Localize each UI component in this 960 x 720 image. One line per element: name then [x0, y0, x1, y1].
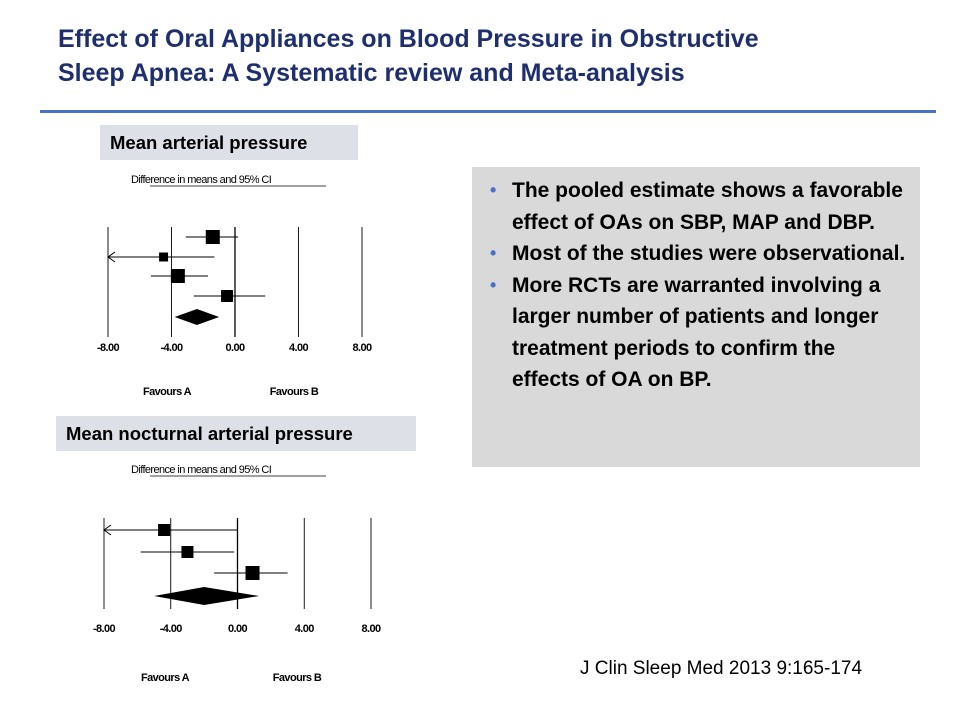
x-tick-label: 4.00 — [295, 623, 314, 635]
title-line-1: Effect of Oral Appliances on Blood Press… — [58, 25, 759, 53]
x-tick-label: -4.00 — [160, 623, 183, 635]
ci-arrow-left — [103, 524, 112, 536]
ci-arrow-left — [107, 251, 116, 263]
x-tick-label: 0.00 — [225, 342, 244, 354]
x-tick-label: -8.00 — [93, 623, 116, 635]
favours-right-label: Favours B — [270, 386, 319, 398]
x-tick-label: 4.00 — [289, 342, 308, 354]
finding-item: • The pooled estimate shows a favorable e… — [482, 175, 908, 238]
finding-item: • Most of the studies were observational. — [482, 238, 908, 270]
title-divider — [40, 110, 936, 113]
study-estimate-square — [170, 269, 185, 283]
title-line-2: Sleep Apnea: A Systematic review and Met… — [58, 59, 685, 87]
study-estimate-square — [158, 524, 171, 536]
slide-title: Effect of Oral Appliances on Blood Press… — [58, 22, 938, 90]
chart-caption: Difference in means and 95% CI — [131, 174, 272, 186]
forest-plot-mean-arterial-pressure: Difference in means and 95% CI -8.00 -4.00… — [97, 174, 373, 398]
bullet-icon: • — [490, 274, 497, 295]
finding-text: More RCTs are warranted involving a larg… — [512, 273, 881, 392]
study-estimate-square — [221, 290, 234, 302]
panel-label-map: Mean arterial pressure — [100, 125, 358, 160]
favours-left-label: Favours A — [143, 386, 192, 398]
pooled-estimate-diamond — [154, 587, 260, 605]
bullet-icon: • — [490, 180, 497, 200]
panel-label-nocturnal: Mean nocturnal arterial pressure — [56, 416, 416, 451]
finding-item: • More RCTs are warranted involving a lar… — [482, 270, 908, 396]
bullet-icon: • — [490, 243, 497, 263]
forest-plot-mean-nocturnal-arterial-pressure: Difference in means and 95% CI -8.00 -4.00… — [93, 464, 382, 684]
x-tick-label: -8.00 — [97, 342, 120, 354]
x-tick-label: 8.00 — [361, 623, 380, 635]
study-estimate-square — [159, 252, 169, 262]
x-tick-label: 8.00 — [352, 342, 371, 354]
x-tick-label: 0.00 — [228, 623, 247, 635]
favours-right-label: Favours B — [273, 672, 322, 684]
favours-left-label: Favours A — [141, 672, 190, 684]
key-findings-list: • The pooled estimate shows a favorable e… — [482, 175, 908, 396]
x-tick-label: -4.00 — [160, 342, 183, 354]
study-estimate-square — [181, 546, 194, 558]
finding-text: Most of the studies were observational. — [512, 242, 906, 265]
pooled-estimate-diamond — [174, 309, 220, 325]
study-estimate-square — [205, 230, 220, 244]
finding-text: The pooled estimate shows a favorable ef… — [512, 179, 903, 234]
chart-caption: Difference in means and 95% CI — [131, 464, 272, 476]
study-estimate-square — [245, 566, 260, 580]
citation: J Clin Sleep Med 2013 9:165-174 — [580, 658, 863, 679]
key-findings-box: • The pooled estimate shows a favorable e… — [472, 167, 920, 467]
